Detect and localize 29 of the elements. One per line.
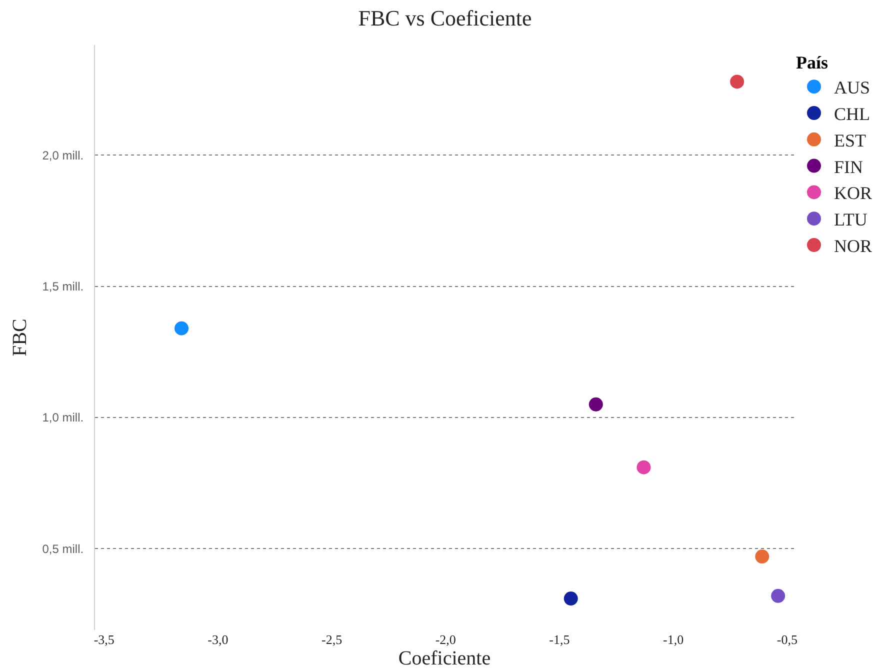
x-tick-label: -3,5 bbox=[94, 632, 114, 647]
chart-title: FBC vs Coeficiente bbox=[358, 5, 532, 30]
y-tick-label: 1,0 mill. bbox=[42, 410, 84, 425]
point bbox=[588, 397, 603, 412]
legend-label: LTU bbox=[834, 210, 868, 230]
legend-label: FIN bbox=[834, 156, 864, 177]
y-tick-label: 2,0 mill. bbox=[42, 148, 84, 162]
y-axis-title: FBC bbox=[8, 318, 31, 356]
x-tick-label: -2,0 bbox=[435, 632, 456, 647]
point bbox=[755, 550, 770, 564]
x-tick-label: -3,0 bbox=[208, 632, 228, 647]
legend-title: País bbox=[796, 52, 828, 72]
point bbox=[564, 592, 578, 606]
point bbox=[730, 74, 744, 89]
legend-label: AUS bbox=[834, 78, 870, 98]
x-tick-label: -1,5 bbox=[549, 632, 570, 647]
point bbox=[636, 460, 651, 474]
point bbox=[174, 321, 189, 336]
x-tick-label: -1,0 bbox=[663, 632, 684, 647]
y-tick-label: 1,5 mill. bbox=[42, 280, 84, 294]
x-axis-title: Coeficiente bbox=[398, 648, 491, 670]
x-tick-label: -0,5 bbox=[776, 632, 798, 647]
x-tick-label: -2,5 bbox=[321, 632, 342, 647]
y-tick-label: 0,5 mill. bbox=[42, 542, 84, 556]
legend-label: CHL bbox=[834, 104, 870, 124]
legend-label: KOR bbox=[834, 183, 872, 204]
legend-label: NOR bbox=[834, 236, 872, 256]
point bbox=[771, 588, 786, 603]
legend-label: EST bbox=[834, 130, 866, 150]
